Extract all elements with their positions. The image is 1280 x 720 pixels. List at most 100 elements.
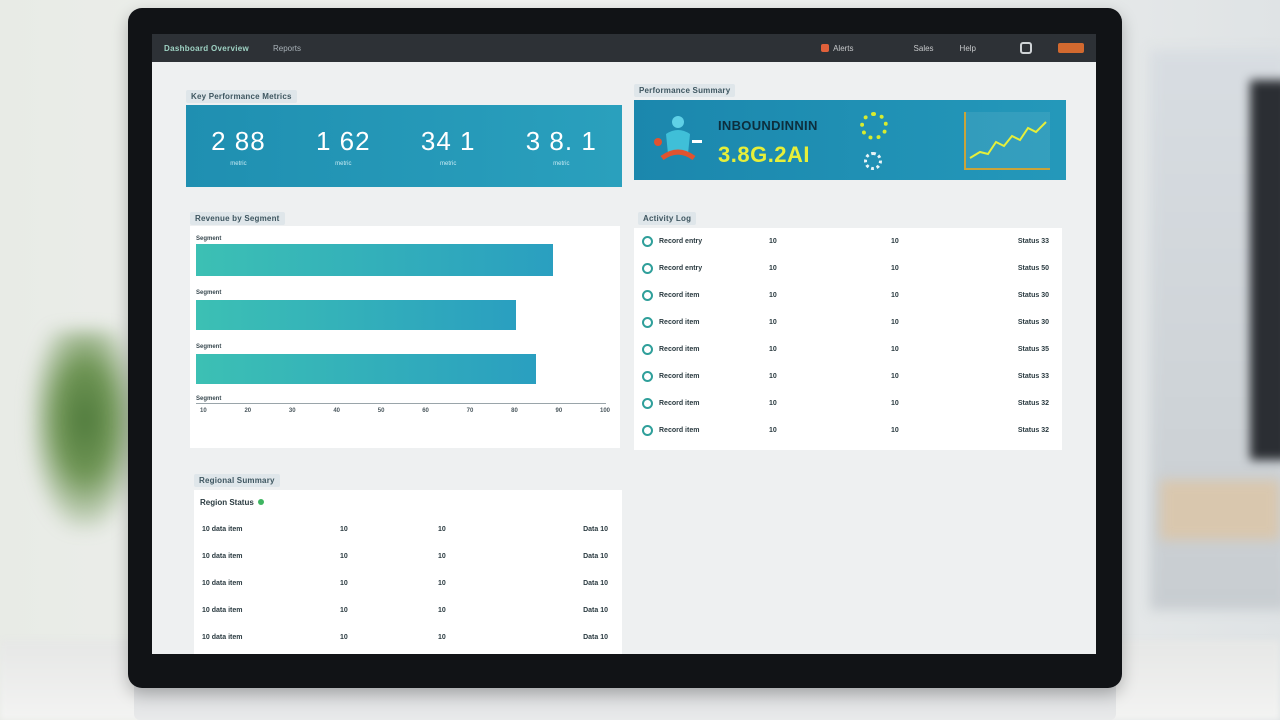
row-col3: Status 50 xyxy=(1017,264,1049,272)
kpi-card[interactable]: 34 1 metric xyxy=(421,126,476,167)
row-col3: Status 33 xyxy=(1017,372,1049,380)
row-name: 10 data item xyxy=(202,525,243,533)
table-row[interactable]: Record item 10 10 Status 30 xyxy=(634,309,1062,335)
nav-item-help[interactable]: Help xyxy=(959,43,976,53)
person-illustration-icon xyxy=(654,116,702,161)
promo-value: 3.8G.2AI xyxy=(718,142,811,167)
promo-section-label: Performance Summary xyxy=(634,84,736,97)
kpi-sub: metric xyxy=(230,160,247,167)
table-row[interactable]: Record item 10 10 Status 30 xyxy=(634,282,1062,308)
row-col2: 10 xyxy=(891,345,899,353)
table-row[interactable]: Record item 10 10 Status 33 xyxy=(634,363,1062,389)
row-col3: Data 10 xyxy=(583,579,608,587)
row-col2: 10 xyxy=(891,318,899,326)
table-row[interactable]: 10 data item 10 10 Data 10 xyxy=(194,516,622,542)
x-tick-label: 10 xyxy=(200,408,207,414)
regional-table: Region Status 10 data item 10 10 Data 10… xyxy=(194,490,622,654)
row-col3: Status 35 xyxy=(1017,345,1049,353)
kpi-value: 2 88 xyxy=(211,125,266,156)
kpi-sub: metric xyxy=(553,160,570,167)
trend-line-icon xyxy=(969,121,1047,159)
action-button[interactable] xyxy=(1058,43,1084,53)
promo-banner[interactable]: INBOUNDINNIN 3.8G.2AI xyxy=(634,100,1066,180)
x-tick-label: 70 xyxy=(466,408,474,414)
row-col2: 10 xyxy=(438,552,446,560)
table-row[interactable]: 10 data item 10 10 Data 10 xyxy=(194,597,622,623)
nav-link-reports[interactable]: Reports xyxy=(273,43,302,53)
bar[interactable] xyxy=(196,300,516,330)
status-dot-icon xyxy=(257,499,264,505)
table-row[interactable]: Record item 10 10 Status 32 xyxy=(634,390,1062,416)
bar[interactable] xyxy=(196,244,553,276)
row-col2: 10 xyxy=(891,291,899,299)
status-circle-icon xyxy=(642,343,653,355)
kpi-section-label: Key Performance Metrics xyxy=(186,90,297,103)
x-axis-line xyxy=(196,403,606,404)
kpi-card[interactable]: 2 88 metric xyxy=(211,126,266,167)
promo-heading: INBOUNDINNIN xyxy=(718,118,818,133)
nav-item-sales[interactable]: Sales xyxy=(913,43,934,53)
row-col1: 10 xyxy=(769,318,777,326)
row-col1: 10 xyxy=(769,264,777,272)
kpi-card[interactable]: 1 62 metric xyxy=(316,126,371,167)
status-circle-icon xyxy=(642,316,653,328)
row-name: Record entry xyxy=(659,237,703,245)
row-name: 10 data item xyxy=(202,579,243,587)
row-name: 10 data item xyxy=(202,552,243,560)
x-tick-label: 40 xyxy=(333,408,341,414)
bar[interactable] xyxy=(196,354,536,384)
row-name: Record item xyxy=(659,372,700,380)
bar-label: Segment xyxy=(196,290,222,296)
row-name: 10 data item xyxy=(202,606,243,614)
kpi-value: 3 8. 1 xyxy=(525,125,597,156)
row-col2: 10 xyxy=(891,372,899,380)
kpi-value: 1 62 xyxy=(316,125,371,156)
table-row[interactable]: Record item 10 10 Status 32 xyxy=(634,417,1062,443)
table-row[interactable]: 10 data item 10 10 Data 10 xyxy=(194,570,622,596)
region-subheading: Region Status xyxy=(200,498,264,507)
table-row[interactable]: 10 data item 10 10 Data 10 xyxy=(194,624,622,650)
row-col1: 10 xyxy=(769,345,777,353)
row-col3: Status 33 xyxy=(1017,237,1049,245)
row-col3: Data 10 xyxy=(583,552,608,560)
bar-label: Segment xyxy=(196,396,222,402)
table-row[interactable]: Record entry 10 10 Status 50 xyxy=(634,255,1062,281)
bar-label: Segment xyxy=(196,236,222,242)
user-icon[interactable] xyxy=(1020,42,1032,54)
row-name: Record entry xyxy=(659,264,703,272)
row-name: Record item xyxy=(659,345,700,353)
row-name: Record item xyxy=(659,291,700,299)
kpi-card[interactable]: 3 8. 1 metric xyxy=(526,126,597,167)
row-col1: 10 xyxy=(340,633,348,641)
loading-ring-icon xyxy=(864,152,882,170)
alert-icon xyxy=(821,44,830,52)
row-col1: 10 xyxy=(769,399,777,407)
row-col2: 10 xyxy=(438,579,446,587)
row-name: Record item xyxy=(659,426,700,434)
row-col3: Status 30 xyxy=(1017,291,1049,299)
kpi-strip: 2 88 metric 1 62 metric 34 1 metric 3 8.… xyxy=(186,105,622,187)
table-row[interactable]: Record item 10 10 Status 35 xyxy=(634,336,1062,362)
status-circle-icon xyxy=(642,289,653,301)
status-circle-icon xyxy=(642,397,653,409)
table-section-label: Activity Log xyxy=(638,212,697,225)
alerts-button[interactable]: Alerts xyxy=(821,43,854,53)
row-col1: 10 xyxy=(340,579,348,587)
top-bar: Dashboard Overview Reports Alerts Sales … xyxy=(152,34,1096,62)
background-shelf xyxy=(1160,480,1280,540)
x-tick-label: 80 xyxy=(511,408,518,414)
x-tick-label: 60 xyxy=(422,408,429,414)
region-subheading-text: Region Status xyxy=(200,498,254,507)
row-col2: 10 xyxy=(891,399,899,407)
table-row[interactable]: 10 data item 10 10 Data 10 xyxy=(194,543,622,569)
app-title: Dashboard Overview xyxy=(164,43,249,53)
row-col2: 10 xyxy=(438,606,446,614)
alerts-label: Alerts xyxy=(833,43,854,53)
table-row[interactable]: Record entry 10 10 Status 33 xyxy=(634,228,1062,254)
status-circle-icon xyxy=(642,262,653,274)
row-col2: 10 xyxy=(891,237,899,245)
row-col1: 10 xyxy=(340,552,348,560)
row-name: Record item xyxy=(659,318,700,326)
mini-line-chart xyxy=(964,112,1050,170)
row-col2: 10 xyxy=(438,633,446,641)
